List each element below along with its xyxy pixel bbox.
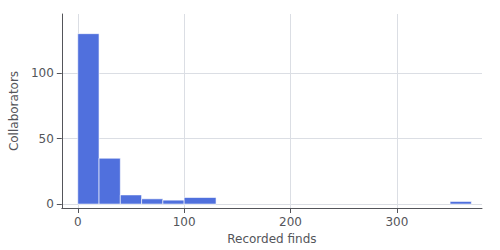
svg-text:100: 100 [31, 66, 54, 80]
svg-text:0: 0 [46, 197, 54, 211]
svg-text:Collaborators: Collaborators [7, 71, 21, 151]
svg-text:200: 200 [279, 215, 302, 229]
svg-text:Recorded finds: Recorded finds [227, 232, 316, 246]
svg-text:50: 50 [39, 132, 54, 146]
svg-text:300: 300 [385, 215, 408, 229]
svg-text:100: 100 [173, 215, 196, 229]
svg-text:0: 0 [74, 215, 82, 229]
